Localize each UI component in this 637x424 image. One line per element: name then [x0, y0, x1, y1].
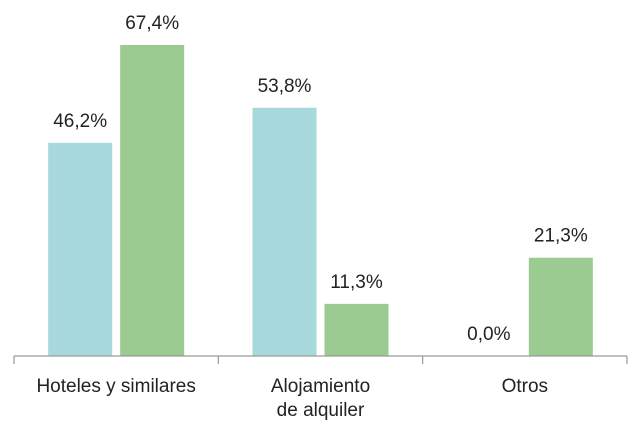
bar-1-1 — [324, 303, 389, 356]
category-label-2: Otros — [502, 376, 548, 397]
category-labels-group: Hoteles y similares Alojamiento de alquile… — [36, 376, 548, 421]
category-label-0: Hoteles y similares — [36, 376, 195, 397]
data-label-2-1: 21,3% — [534, 226, 588, 247]
category-label-1-line-1: de alquiler — [277, 400, 365, 421]
x-axis-ticks — [13, 356, 628, 364]
value-labels-group: 46,2% 67,4% 53,8% 11,3% 0,0% 21,3% — [53, 13, 588, 345]
bar-0-0 — [48, 142, 113, 356]
bar-1-0 — [252, 107, 317, 356]
data-label-0-1: 67,4% — [125, 13, 179, 34]
bar-2-1 — [528, 257, 593, 356]
data-label-0-0: 46,2% — [53, 111, 107, 132]
bar-0-1 — [120, 45, 185, 356]
bars-group — [48, 45, 593, 356]
data-label-1-1: 11,3% — [330, 272, 383, 293]
data-label-2-0: 0,0% — [467, 324, 510, 345]
data-label-1-0: 53,8% — [258, 76, 312, 97]
category-label-1-line-0: Alojamiento — [271, 376, 370, 397]
